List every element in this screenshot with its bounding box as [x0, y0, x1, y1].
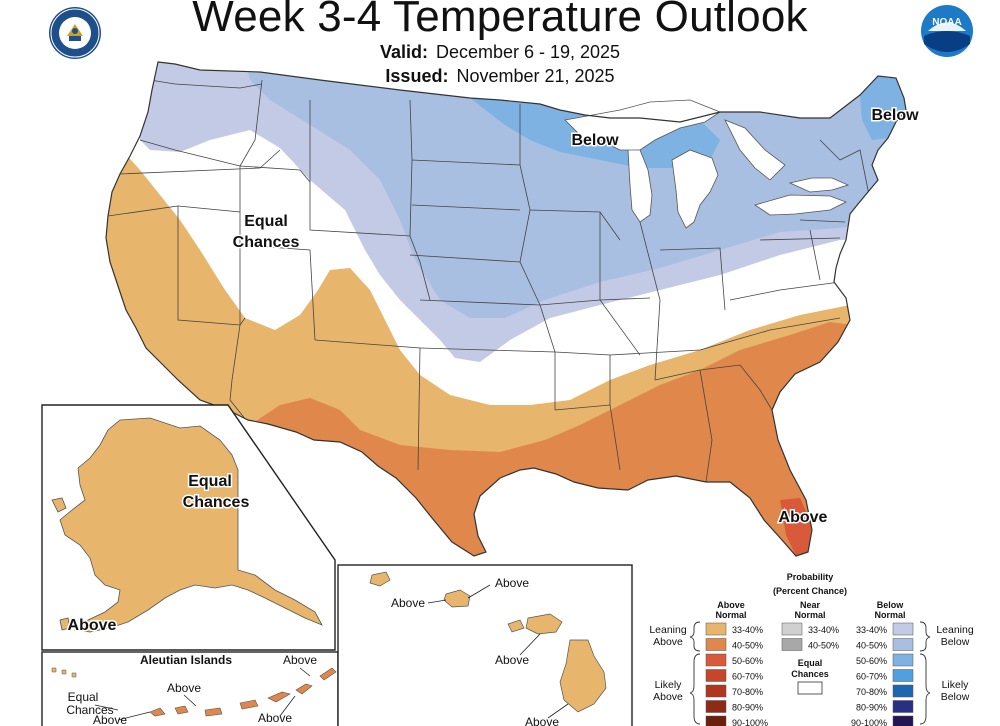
label-hawaii-above-3: Above — [495, 653, 529, 667]
legend-near-0-label: 33-40% — [808, 625, 839, 635]
legend-above-2-swatch — [705, 653, 727, 667]
legend-near-0-swatch — [781, 622, 803, 636]
legend-below-header-2: Normal — [874, 610, 905, 620]
noaa-logo-text: NOAA — [932, 17, 961, 28]
legend-above-0-label: 33-40% — [732, 625, 763, 635]
hawaii-islands-shape — [369, 571, 607, 713]
hawaii-inset: Above Above Above Above — [337, 564, 633, 726]
legend-above-6-label: 90-100% — [732, 718, 768, 726]
legend-above-0-swatch — [705, 622, 727, 636]
legend-above-1-label: 40-50% — [732, 641, 763, 651]
legend-below-3-swatch — [892, 669, 914, 682]
legend-below-2-label: 50-60% — [856, 656, 887, 666]
legend-above-6-swatch — [705, 715, 727, 726]
legend-near-header-1: Near — [800, 600, 821, 610]
legend-above-1-swatch — [705, 638, 727, 651]
issued-date: Issued: November 21, 2025 — [0, 66, 1000, 87]
legend-near-header-2: Normal — [794, 610, 825, 620]
legend-likely-above-2: Above — [653, 691, 683, 703]
legend-above-5-swatch — [705, 700, 727, 713]
legend-likely-above-1: Likely — [655, 679, 683, 691]
issued-label: Issued: — [385, 66, 449, 86]
legend-likely-below-1: Likely — [942, 679, 970, 691]
label-aleutian-above-3: Above — [93, 713, 127, 726]
label-hawaii-above-1: Above — [495, 576, 529, 590]
alaska-shape — [51, 417, 323, 633]
label-above-florida: Above — [779, 509, 828, 526]
label-equal-west-1: Equal — [244, 213, 288, 230]
legend-below-6-label: 90-100% — [851, 718, 887, 726]
legend-above-4-swatch — [705, 684, 727, 698]
label-aleutian-title: Aleutian Islands — [140, 653, 232, 667]
valid-period: Valid: December 6 - 19, 2025 — [0, 42, 1000, 63]
legend-likely-below-2: Below — [941, 691, 970, 703]
legend-below-3-label: 60-70% — [856, 672, 887, 682]
commerce-seal-logo — [49, 7, 101, 59]
legend-below-4-swatch — [892, 684, 914, 698]
legend-equal-chances-swatch — [797, 681, 823, 695]
legend-below-1-label: 40-50% — [856, 641, 887, 651]
legend-equal-chances-1: Equal — [798, 658, 823, 668]
aleutian-inset: Aleutian Islands Above Above Above Above… — [41, 651, 339, 726]
label-equal-west-2: Chances — [233, 234, 300, 251]
legend-leaning-below-2: Below — [941, 636, 970, 648]
label-alaska-equal-2: Chances — [183, 494, 250, 511]
legend-above-5-label: 80-90% — [732, 703, 763, 713]
legend-above-3-swatch — [705, 669, 727, 682]
legend-above-header-2: Normal — [715, 610, 746, 620]
legend-below-5-swatch — [892, 700, 914, 713]
legend-below-4-label: 70-80% — [856, 687, 887, 697]
legend-below-2-swatch — [892, 653, 914, 667]
legend-equal-chances-2: Chances — [791, 669, 829, 679]
valid-label: Valid: — [379, 42, 428, 62]
legend-near-1-swatch — [781, 638, 803, 651]
label-alaska-above: Above — [68, 617, 117, 634]
label-aleutian-equal-1: Equal — [68, 690, 99, 704]
issued-value: November 21, 2025 — [456, 66, 615, 86]
legend-above-4-label: 70-80% — [732, 687, 763, 697]
noaa-logo: NOAA — [921, 5, 973, 57]
label-hawaii-above-2: Above — [391, 596, 425, 610]
legend-below-5-label: 80-90% — [856, 703, 887, 713]
legend-below-header-1: Below — [877, 600, 905, 610]
above-50-60-region — [780, 498, 812, 556]
label-below-northcentral: Below — [571, 132, 619, 149]
valid-value: December 6 - 19, 2025 — [435, 42, 621, 62]
label-alaska-equal-1: Equal — [188, 473, 232, 490]
label-aleutian-above-1: Above — [283, 653, 317, 667]
legend-above-header-1: Above — [717, 600, 745, 610]
legend-below-0-label: 33-40% — [856, 625, 887, 635]
alaska-inset: Equal Chances Above — [41, 404, 336, 651]
label-below-northeast: Below — [871, 107, 919, 124]
legend: Probability (Percent Chance) Above Norma… — [649, 572, 974, 726]
aleutian-islands-shape — [149, 667, 337, 717]
legend-title-1: Probability — [787, 572, 834, 582]
legend-below-6-swatch — [892, 715, 914, 726]
legend-leaning-above-2: Above — [653, 636, 683, 648]
label-aleutian-above-2: Above — [167, 681, 201, 695]
map-title: Week 3-4 Temperature Outlook — [192, 0, 808, 41]
legend-below-1-swatch — [892, 638, 914, 651]
state-boundaries — [107, 79, 871, 483]
legend-title-2: (Percent Chance) — [773, 586, 847, 596]
legend-near-1-label: 40-50% — [808, 641, 839, 651]
legend-below-0-swatch — [892, 622, 914, 636]
label-aleutian-above-4: Above — [258, 711, 292, 725]
legend-above-2-label: 50-60% — [732, 656, 763, 666]
great-lakes — [564, 99, 850, 229]
legend-leaning-below-1: Leaning — [936, 624, 974, 636]
legend-leaning-above-1: Leaning — [649, 624, 687, 636]
label-hawaii-above-4: Above — [525, 715, 559, 726]
legend-above-3-label: 60-70% — [732, 672, 763, 682]
label-aleutian-equal-2: Chances — [66, 703, 113, 717]
